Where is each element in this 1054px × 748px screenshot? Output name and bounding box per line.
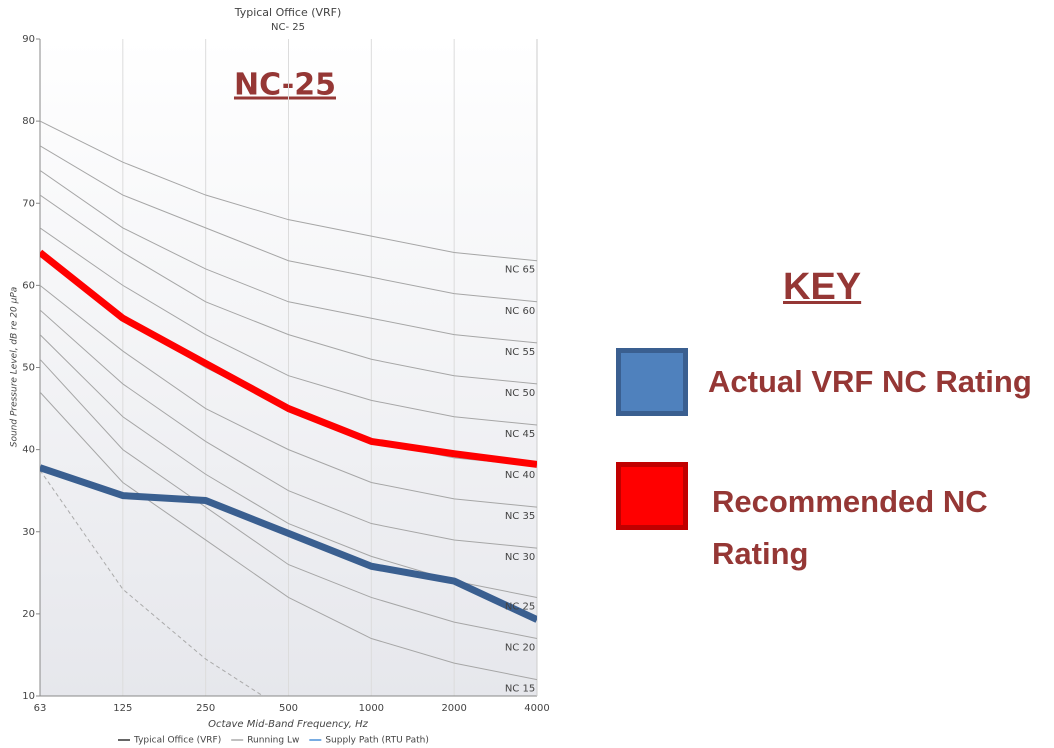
nc-curve-label: NC 25 — [505, 601, 535, 612]
nc-curve-label: NC 65 — [505, 265, 535, 276]
y-tick-label: 10 — [22, 691, 35, 702]
legend-label: Running Lw — [247, 736, 299, 746]
x-tick-label: 1000 — [359, 703, 384, 714]
nc-curve-label: NC 50 — [505, 388, 535, 399]
key-swatch — [616, 348, 688, 416]
x-tick-label: 250 — [196, 703, 215, 714]
y-axis-label: Sound Pressure Level, dB re 20 µPa — [10, 287, 20, 448]
nc-curve-label: NC 30 — [505, 552, 535, 563]
chart-title: Typical Office (VRF) — [234, 6, 342, 19]
threshold-line — [40, 469, 264, 696]
nc-curve — [40, 358, 537, 640]
key-title: KEY — [783, 266, 862, 308]
y-tick-label: 60 — [22, 280, 35, 291]
x-axis-label: Octave Mid-Band Frequency, Hz — [208, 719, 369, 730]
series-line — [40, 464, 537, 623]
y-tick-label: 50 — [22, 363, 35, 374]
nc-curve-label: NC 20 — [505, 643, 535, 654]
y-tick-label: 40 — [22, 445, 35, 456]
nc-curve — [40, 227, 537, 426]
annotation: NC-25 — [234, 68, 336, 103]
y-tick-label: 70 — [22, 198, 35, 209]
key-label: Recommended NC Rating — [712, 484, 988, 571]
x-tick-label: 500 — [279, 703, 298, 714]
x-tick-label: 2000 — [441, 703, 466, 714]
legend-label: Typical Office (VRF) — [133, 736, 221, 746]
x-tick-label: 125 — [113, 703, 132, 714]
nc-curve-label: NC 35 — [505, 511, 535, 522]
nc-curve — [40, 309, 537, 549]
legend-label: Supply Path (RTU Path) — [325, 736, 429, 746]
nc-curve — [40, 169, 537, 344]
nc-curve — [40, 284, 537, 508]
y-tick-label: 90 — [22, 34, 35, 45]
nc-curve — [40, 120, 537, 262]
nc-curve — [40, 391, 537, 681]
nc-curve-label: NC 15 — [505, 684, 535, 695]
nc-curve — [40, 145, 537, 303]
x-tick-label: 4000 — [524, 703, 549, 714]
key-label: Actual VRF NC Rating — [708, 364, 1032, 399]
x-tick-label: 63 — [34, 703, 47, 714]
plot — [40, 120, 537, 696]
y-tick-label: 80 — [22, 116, 35, 127]
chart-subtitle: NC- 25 — [271, 22, 305, 33]
nc-curve-label: NC 60 — [505, 306, 535, 317]
nc-curve-label: NC 45 — [505, 429, 535, 440]
y-tick-label: 30 — [22, 527, 35, 538]
y-tick-label: 20 — [22, 609, 35, 620]
nc-curve-label: NC 55 — [505, 347, 535, 358]
nc-curve-label: NC 40 — [505, 470, 535, 481]
series-line — [40, 249, 537, 468]
key-swatch — [616, 462, 688, 530]
nc-curve — [40, 194, 537, 385]
